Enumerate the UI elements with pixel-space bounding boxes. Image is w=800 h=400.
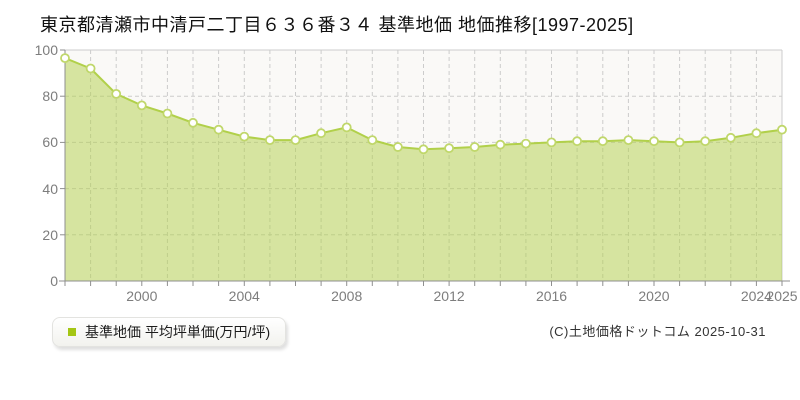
data-point	[162, 108, 173, 119]
data-point	[674, 137, 685, 148]
data-point	[290, 135, 301, 146]
data-point	[213, 124, 224, 135]
x-tick-label: 2020	[638, 288, 670, 304]
data-point	[623, 135, 634, 146]
data-point	[444, 143, 455, 154]
data-point	[418, 144, 429, 155]
data-point	[136, 100, 147, 111]
y-tick-label: 80	[42, 88, 58, 105]
page-title: 東京都清瀬市中清戸二丁目６３６番３４ 基準地価 地価推移[1997-2025]	[40, 15, 634, 35]
x-tick-label: 2004	[228, 288, 260, 304]
data-point	[392, 142, 403, 152]
x-tick-label: 2024	[740, 288, 772, 304]
data-point	[60, 53, 70, 63]
data-point	[264, 135, 275, 146]
x-tick-label: 2016	[535, 288, 568, 304]
data-point	[316, 128, 327, 139]
data-point	[597, 136, 608, 147]
data-point	[188, 117, 198, 128]
data-point	[572, 136, 582, 147]
data-point	[700, 136, 711, 147]
legend-series-marker-icon	[68, 328, 76, 336]
data-point	[341, 122, 352, 133]
data-point	[239, 131, 250, 142]
y-tick-label: 100	[34, 42, 58, 58]
x-tick-label: 2000	[126, 288, 158, 304]
legend-series-label: 基準地価 平均坪単価(万円/坪)	[85, 324, 271, 340]
legend: 基準地価 平均坪単価(万円/坪)	[52, 317, 287, 347]
copyright-text: (C)土地価格ドットコム 2025-10-31	[549, 324, 766, 339]
x-tick-label: 2008	[331, 288, 363, 304]
y-tick-label: 40	[42, 180, 58, 197]
data-point	[546, 137, 557, 148]
data-point	[725, 132, 736, 143]
data-point	[777, 124, 787, 135]
y-tick-label: 0	[50, 273, 58, 289]
area-series-fill	[65, 58, 782, 281]
data-point	[495, 139, 506, 150]
data-point	[649, 136, 659, 147]
data-point	[751, 128, 762, 139]
data-point	[367, 135, 378, 146]
y-tick-label: 20	[42, 226, 58, 243]
y-tick-label: 60	[42, 134, 58, 151]
axes	[59, 49, 790, 286]
data-point	[521, 138, 531, 149]
data-points	[60, 53, 787, 155]
x-tick-label: 2012	[433, 288, 465, 304]
x-tick-label: 2025	[766, 288, 798, 304]
data-point	[85, 63, 96, 74]
data-point	[469, 142, 480, 152]
data-point	[111, 89, 122, 99]
